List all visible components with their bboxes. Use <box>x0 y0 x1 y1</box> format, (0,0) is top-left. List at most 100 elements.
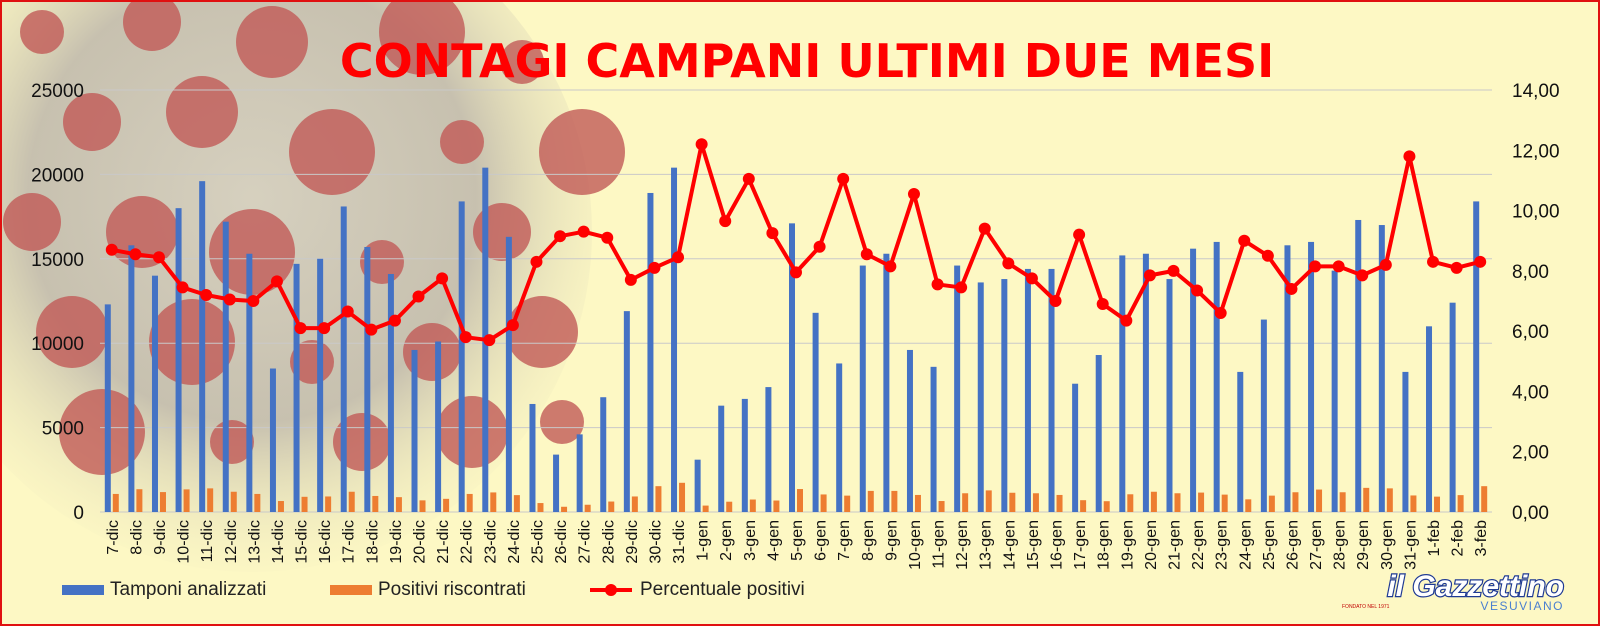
bar-positivi <box>655 486 661 512</box>
y-left-tick-label: 10000 <box>31 334 84 355</box>
bar-tamponi <box>388 274 394 512</box>
bar-positivi <box>1363 488 1369 512</box>
bar-tamponi <box>836 363 842 512</box>
bar-tamponi <box>1096 355 1102 512</box>
point-percentuale <box>271 275 283 287</box>
bar-positivi <box>1458 495 1464 512</box>
x-tick-label: 6-gen <box>813 520 830 561</box>
x-tick-label: 14-dic <box>270 520 287 564</box>
point-percentuale <box>413 290 425 302</box>
x-tick-label: 24-gen <box>1237 520 1254 570</box>
y-right-tick-label: 4,00 <box>1512 382 1549 403</box>
x-tick-label: 31-gen <box>1402 520 1419 570</box>
x-tick-label: 21-dic <box>435 520 452 564</box>
bar-tamponi <box>954 266 960 512</box>
bar-positivi <box>1269 496 1275 512</box>
x-tick-label: 30-gen <box>1379 520 1396 570</box>
bar-tamponi <box>364 247 370 512</box>
x-tick-label: 25-dic <box>529 520 546 564</box>
bar-positivi <box>1127 494 1133 512</box>
x-tick-label: 30-dic <box>647 520 664 564</box>
virus-spike <box>166 76 238 148</box>
x-tick-label: 19-dic <box>388 520 405 564</box>
bar-tamponi <box>1402 372 1408 512</box>
bar-positivi <box>467 494 473 512</box>
x-tick-label: 19-gen <box>1119 520 1136 570</box>
bar-tamponi <box>671 168 677 512</box>
point-percentuale <box>766 227 778 239</box>
x-tick-label: 15-dic <box>294 520 311 564</box>
legend-swatch-tamponi <box>62 585 104 595</box>
x-tick-label: 9-dic <box>152 520 169 555</box>
virus-spike <box>436 396 508 468</box>
virus-spike <box>106 196 178 268</box>
virus-spike <box>506 296 578 368</box>
x-tick-label: 12-dic <box>223 520 240 564</box>
bar-tamponi <box>1001 279 1007 512</box>
bar-positivi <box>1410 495 1416 512</box>
bar-tamponi <box>1119 255 1125 512</box>
bar-positivi <box>254 494 260 512</box>
point-percentuale <box>814 241 826 253</box>
x-tick-label: 7-gen <box>836 520 853 561</box>
bar-positivi <box>797 489 803 512</box>
bar-tamponi <box>1143 254 1149 512</box>
x-tick-label: 13-dic <box>246 520 263 564</box>
point-percentuale <box>648 262 660 274</box>
bar-positivi <box>514 495 520 512</box>
x-tick-label: 13-gen <box>978 520 995 570</box>
legend-label-tamponi: Tamponi analizzati <box>110 579 266 600</box>
bar-tamponi <box>600 397 606 512</box>
bar-tamponi <box>813 313 819 512</box>
y-left-tick-label: 5000 <box>42 419 84 440</box>
legend-swatch-positivi <box>330 585 372 595</box>
bar-tamponi <box>128 245 134 512</box>
point-percentuale <box>1167 265 1179 277</box>
bar-tamponi <box>435 342 441 512</box>
point-percentuale <box>884 260 896 272</box>
x-tick-label: 9-gen <box>883 520 900 561</box>
bar-positivi <box>396 497 402 512</box>
point-percentuale <box>696 138 708 150</box>
bar-positivi <box>726 502 732 512</box>
bar-tamponi <box>270 369 276 512</box>
x-tick-label: 7-dic <box>105 520 122 555</box>
x-tick-label: 23-dic <box>482 520 499 564</box>
bar-positivi <box>1033 493 1039 512</box>
point-percentuale <box>554 230 566 242</box>
bar-tamponi <box>1072 384 1078 512</box>
x-tick-label: 2-gen <box>718 520 735 561</box>
y-right-tick-label: 2,00 <box>1512 443 1549 464</box>
bar-tamponi <box>765 387 771 512</box>
bar-positivi <box>443 499 449 512</box>
bar-positivi <box>1009 493 1015 512</box>
point-percentuale <box>1050 295 1062 307</box>
x-tick-label: 27-dic <box>577 520 594 564</box>
point-percentuale <box>436 272 448 284</box>
bar-tamponi <box>1025 269 1031 512</box>
bar-positivi <box>679 483 685 512</box>
x-tick-label: 10-gen <box>907 520 924 570</box>
y-right-tick-label: 12,00 <box>1512 141 1560 162</box>
point-percentuale <box>507 319 519 331</box>
point-percentuale <box>530 256 542 268</box>
bar-tamponi <box>105 304 111 512</box>
bar-positivi <box>1174 493 1180 512</box>
bar-positivi <box>939 501 945 512</box>
bar-tamponi <box>529 404 535 512</box>
bar-tamponi <box>1261 320 1267 512</box>
bar-positivi <box>585 505 591 512</box>
bar-positivi <box>325 496 331 512</box>
x-tick-label: 28-dic <box>600 520 617 564</box>
y-right-tick-label: 14,00 <box>1512 81 1560 102</box>
bar-tamponi <box>1237 372 1243 512</box>
point-percentuale <box>672 251 684 263</box>
legend-label-positivi: Positivi riscontrati <box>378 579 526 600</box>
point-percentuale <box>200 289 212 301</box>
point-percentuale <box>342 306 354 318</box>
point-percentuale <box>1356 269 1368 281</box>
legend: Tamponi analizzati Positivi riscontrati … <box>62 579 805 600</box>
bar-tamponi <box>223 222 229 512</box>
x-tick-label: 25-gen <box>1261 520 1278 570</box>
bar-positivi <box>1292 492 1298 512</box>
